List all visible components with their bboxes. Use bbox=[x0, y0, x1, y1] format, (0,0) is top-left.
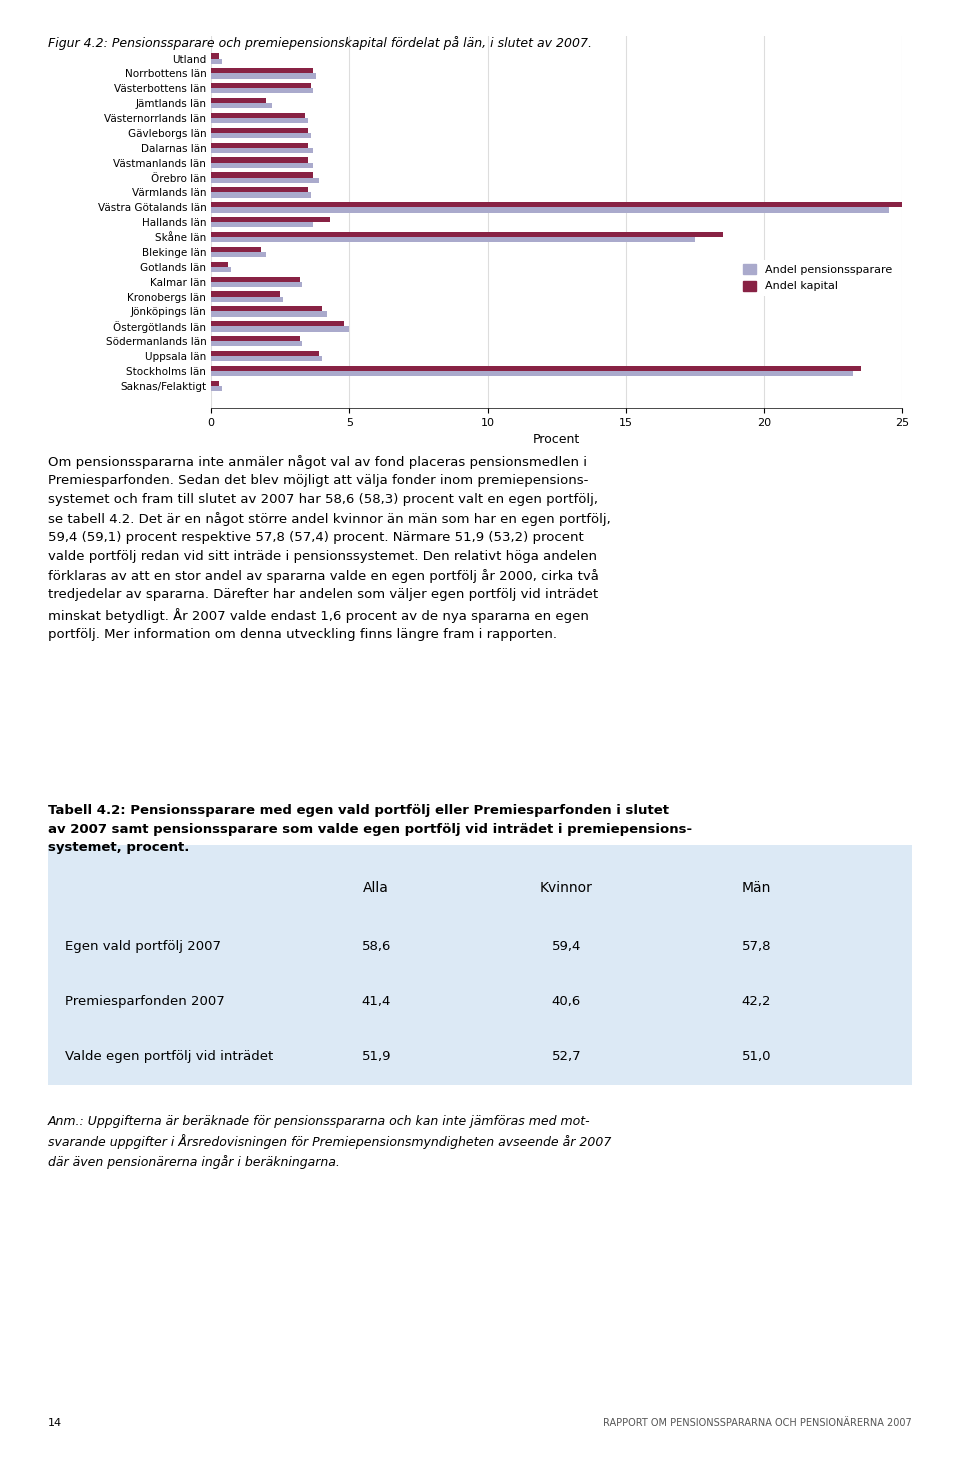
Bar bbox=[211, 386, 223, 390]
Bar bbox=[211, 188, 308, 192]
Bar bbox=[211, 217, 330, 221]
Bar bbox=[211, 54, 220, 58]
Bar bbox=[211, 312, 327, 316]
Bar bbox=[211, 83, 311, 89]
Text: 58,6: 58,6 bbox=[362, 940, 391, 953]
Bar bbox=[211, 172, 314, 178]
Bar bbox=[211, 277, 300, 281]
Bar bbox=[211, 356, 322, 361]
Bar bbox=[211, 252, 267, 256]
Bar bbox=[211, 68, 314, 73]
Bar bbox=[211, 58, 223, 64]
Bar bbox=[211, 372, 852, 376]
Text: 14: 14 bbox=[48, 1418, 62, 1428]
Bar bbox=[211, 143, 308, 147]
Text: RAPPORT OM PENSIONSSPARARNA OCH PENSIONÄRERNA 2007: RAPPORT OM PENSIONSSPARARNA OCH PENSIONÄ… bbox=[603, 1418, 912, 1428]
Bar bbox=[211, 103, 272, 108]
Text: Om pensionsspararna inte anmäler något val av fond placeras pensionsmedlen i
Pre: Om pensionsspararna inte anmäler något v… bbox=[48, 455, 611, 641]
Bar bbox=[211, 232, 723, 237]
Bar bbox=[211, 246, 261, 252]
Text: 51,0: 51,0 bbox=[742, 1050, 771, 1064]
Bar bbox=[211, 366, 861, 372]
Bar bbox=[211, 326, 349, 332]
Text: Premiesparfonden 2007: Premiesparfonden 2007 bbox=[65, 995, 225, 1008]
Bar bbox=[211, 118, 308, 124]
Bar bbox=[211, 133, 311, 138]
Bar bbox=[211, 337, 300, 341]
Text: Tabell 4.2: Pensionssparare med egen vald portfölj eller Premiesparfonden i slut: Tabell 4.2: Pensionssparare med egen val… bbox=[48, 804, 692, 854]
Bar bbox=[211, 380, 220, 386]
Text: Kvinnor: Kvinnor bbox=[540, 881, 593, 896]
Text: Egen vald portfölj 2007: Egen vald portfölj 2007 bbox=[65, 940, 221, 953]
Bar bbox=[211, 351, 319, 356]
Bar bbox=[211, 262, 228, 267]
Legend: Andel pensionssparare, Andel kapital: Andel pensionssparare, Andel kapital bbox=[738, 259, 897, 296]
Bar bbox=[211, 157, 308, 163]
Bar bbox=[211, 89, 314, 93]
Bar bbox=[211, 267, 230, 272]
Text: Alla: Alla bbox=[364, 881, 389, 896]
Text: Anm.: Uppgifterna är beräknade för pensionsspararna och kan inte jämföras med mo: Anm.: Uppgifterna är beräknade för pensi… bbox=[48, 1115, 612, 1169]
Text: 57,8: 57,8 bbox=[742, 940, 771, 953]
Bar bbox=[211, 306, 322, 312]
Text: 42,2: 42,2 bbox=[742, 995, 771, 1008]
Bar bbox=[211, 147, 314, 153]
Bar bbox=[211, 203, 916, 207]
Bar bbox=[211, 297, 283, 302]
Bar bbox=[211, 192, 311, 198]
Bar bbox=[211, 237, 695, 242]
Bar bbox=[211, 291, 280, 297]
Text: Män: Män bbox=[742, 881, 771, 896]
Bar bbox=[211, 207, 889, 213]
Text: 52,7: 52,7 bbox=[552, 1050, 581, 1064]
Text: 59,4: 59,4 bbox=[552, 940, 581, 953]
Bar bbox=[211, 73, 316, 79]
Text: Figur 4.2: Pensionssparare och premiepensionskapital fördelat på län, i slutet a: Figur 4.2: Pensionssparare och premiepen… bbox=[48, 36, 592, 51]
Text: 41,4: 41,4 bbox=[362, 995, 391, 1008]
Bar bbox=[211, 112, 305, 118]
Text: Valde egen portfölj vid inträdet: Valde egen portfölj vid inträdet bbox=[65, 1050, 274, 1064]
Bar bbox=[211, 341, 302, 347]
Bar bbox=[211, 223, 314, 227]
Bar bbox=[211, 178, 319, 182]
Text: 51,9: 51,9 bbox=[362, 1050, 391, 1064]
Bar bbox=[211, 321, 344, 326]
Text: 40,6: 40,6 bbox=[552, 995, 581, 1008]
Bar bbox=[211, 98, 267, 103]
X-axis label: Procent: Procent bbox=[533, 433, 581, 446]
Bar bbox=[211, 281, 302, 287]
Bar bbox=[211, 163, 314, 168]
Bar bbox=[211, 128, 308, 133]
